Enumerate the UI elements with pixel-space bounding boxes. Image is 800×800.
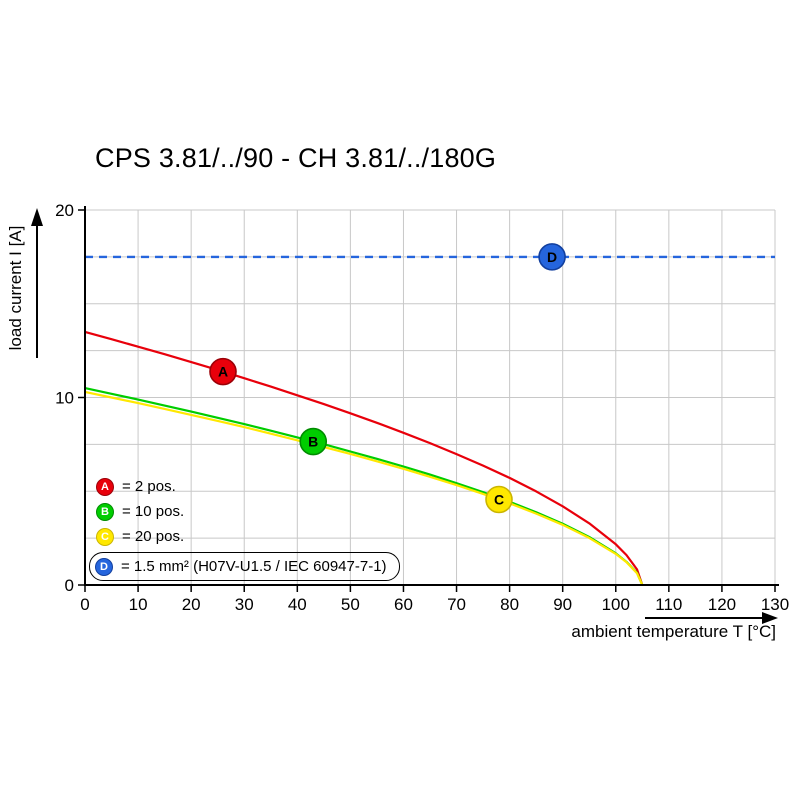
svg-text:A: A: [218, 364, 228, 380]
legend-item-A: A = 2 pos.: [96, 477, 176, 496]
x-tick-labels: 0 10 20 30 40 50 60 70 80 90 100 110 120 130: [80, 585, 789, 614]
y-axis-label: load current I [A]: [6, 225, 25, 351]
y-tick-label: 0: [65, 576, 74, 595]
legend-label-D: = 1.5 mm² (H07V-U1.5 / IEC 60947-7-1): [121, 558, 387, 575]
x-tick-label: 20: [182, 595, 201, 614]
marker-D: D: [538, 243, 566, 271]
x-tick-label: 60: [394, 595, 413, 614]
marker-A: A: [209, 357, 237, 386]
legend-marker-D: D: [95, 557, 113, 576]
marker-C: C: [485, 485, 513, 514]
marker-B: B: [299, 427, 328, 456]
x-tick-label: 110: [655, 595, 682, 614]
x-tick-label: 80: [500, 595, 519, 614]
chart-title: CPS 3.81/../90 - CH 3.81/../180G: [95, 143, 497, 173]
y-tick-label: 20: [55, 201, 74, 220]
legend-item-B: B = 10 pos.: [96, 502, 184, 521]
x-tick-label: 120: [708, 595, 736, 614]
y-tick-label: 10: [55, 389, 74, 408]
y-axis-arrow: [31, 208, 43, 358]
x-tick-label: 0: [80, 595, 89, 614]
x-tick-label: 50: [341, 595, 360, 614]
legend: A = 2 pos. B = 10 pos. C = 20 pos. D = 1.5 mm² …: [89, 477, 400, 587]
x-tick-label: 100: [602, 595, 630, 614]
x-tick-label: 70: [447, 595, 466, 614]
legend-marker-B: B: [96, 502, 114, 521]
x-axis-label: ambient temperature T [°C]: [571, 622, 776, 641]
svg-text:C: C: [494, 492, 504, 508]
x-tick-label: 30: [235, 595, 254, 614]
x-tick-label: 90: [553, 595, 572, 614]
y-tick-labels: 0 10 20: [55, 201, 85, 595]
legend-label-C: = 20 pos.: [122, 528, 185, 545]
x-tick-label: 10: [129, 595, 148, 614]
legend-marker-C: C: [96, 527, 114, 546]
x-tick-label: 130: [761, 595, 789, 614]
x-tick-label: 40: [288, 595, 307, 614]
legend-label-B: = 10 pos.: [122, 503, 185, 520]
legend-item-D: D = 1.5 mm² (H07V-U1.5 / IEC 60947-7-1): [89, 552, 400, 581]
legend-label-A: = 2 pos.: [122, 478, 176, 495]
legend-item-C: C = 20 pos.: [96, 527, 184, 546]
svg-text:D: D: [547, 249, 557, 265]
legend-marker-A: A: [96, 477, 114, 496]
svg-text:B: B: [308, 434, 318, 450]
